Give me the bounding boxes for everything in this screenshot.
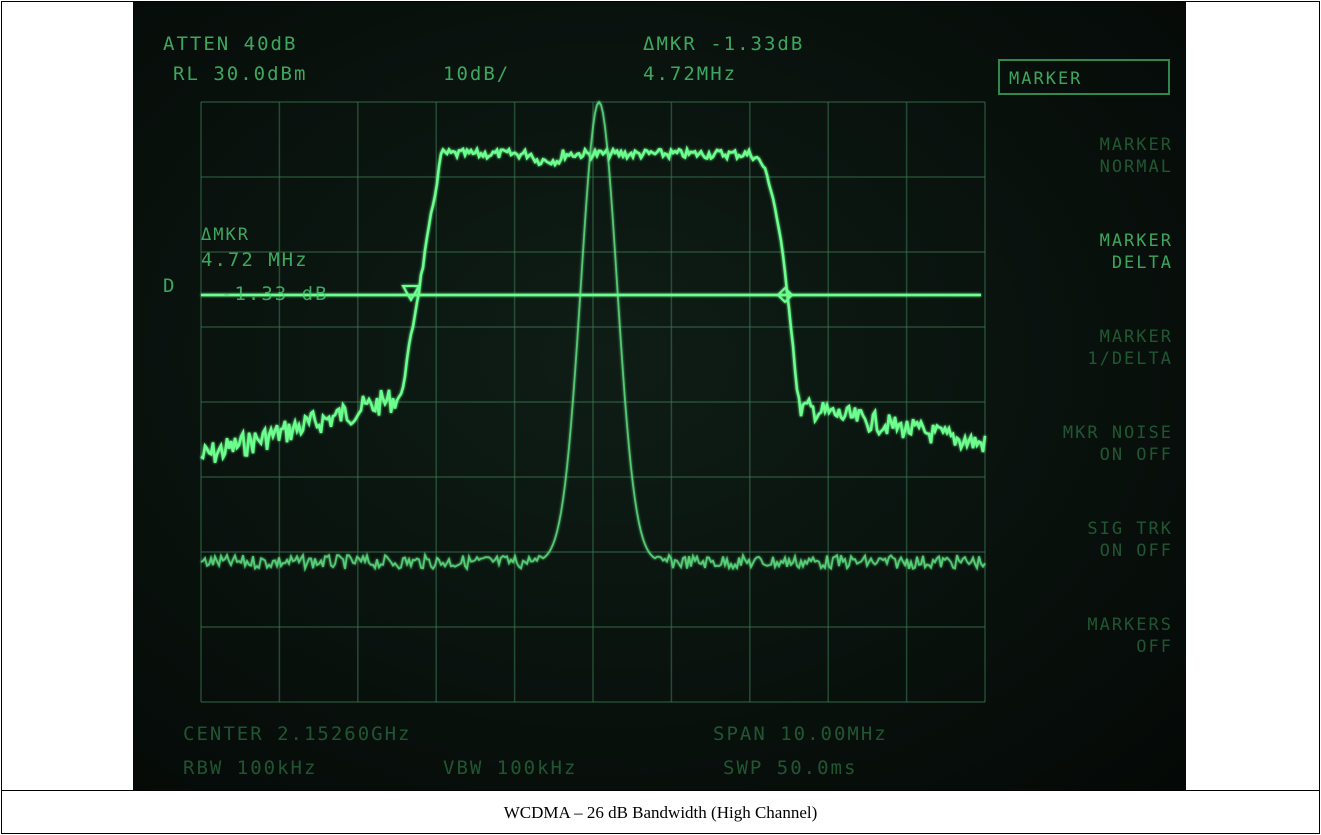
analyzer-screen: ATTEN 40dB RL 30.0dBm 10dB/ ΔMKR -1.33dB…	[133, 2, 1186, 790]
marker-readout: -1.33 dB	[221, 283, 329, 305]
span: SPAN 10.00MHz	[713, 723, 888, 745]
softkey-label: ON OFF	[1100, 541, 1173, 561]
softkey-label: 1/DELTA	[1087, 349, 1173, 369]
scale: 10dB/	[443, 63, 510, 85]
marker-readout: 4.72 MHz	[201, 249, 309, 271]
sweep: SWP 50.0ms	[723, 757, 857, 779]
menu-title: MARKER	[1009, 69, 1082, 89]
softkey-label: ON OFF	[1100, 445, 1173, 465]
caption: WCDMA – 26 dB Bandwidth (High Channel)	[0, 791, 1321, 834]
delta-freq: 4.72MHz	[643, 63, 737, 85]
marker-readout: ΔMKR	[201, 225, 250, 245]
ref-level: RL 30.0dBm	[173, 63, 307, 85]
rbw: RBW 100kHz	[183, 757, 317, 779]
display-line-label: D	[163, 275, 176, 297]
softkey-label: MKR NOISE	[1063, 423, 1173, 443]
softkey-label: MARKER	[1100, 327, 1173, 347]
page: ATTEN 40dB RL 30.0dBm 10dB/ ΔMKR -1.33dB…	[0, 0, 1321, 835]
softkey-label: OFF	[1136, 637, 1173, 657]
atten: ATTEN 40dB	[163, 33, 297, 55]
center: CENTER 2.15260GHz	[183, 723, 411, 745]
softkey-label: MARKER	[1100, 231, 1173, 251]
softkey-label: MARKER	[1100, 135, 1173, 155]
vbw: VBW 100kHz	[443, 757, 577, 779]
softkey-label: SIG TRK	[1087, 519, 1173, 539]
softkey-label: MARKERS	[1087, 615, 1173, 635]
softkey-label: DELTA	[1112, 253, 1173, 273]
screen-background	[133, 2, 1186, 790]
delta-marker: ΔMKR -1.33dB	[643, 33, 804, 55]
softkey-label: NORMAL	[1100, 157, 1173, 177]
